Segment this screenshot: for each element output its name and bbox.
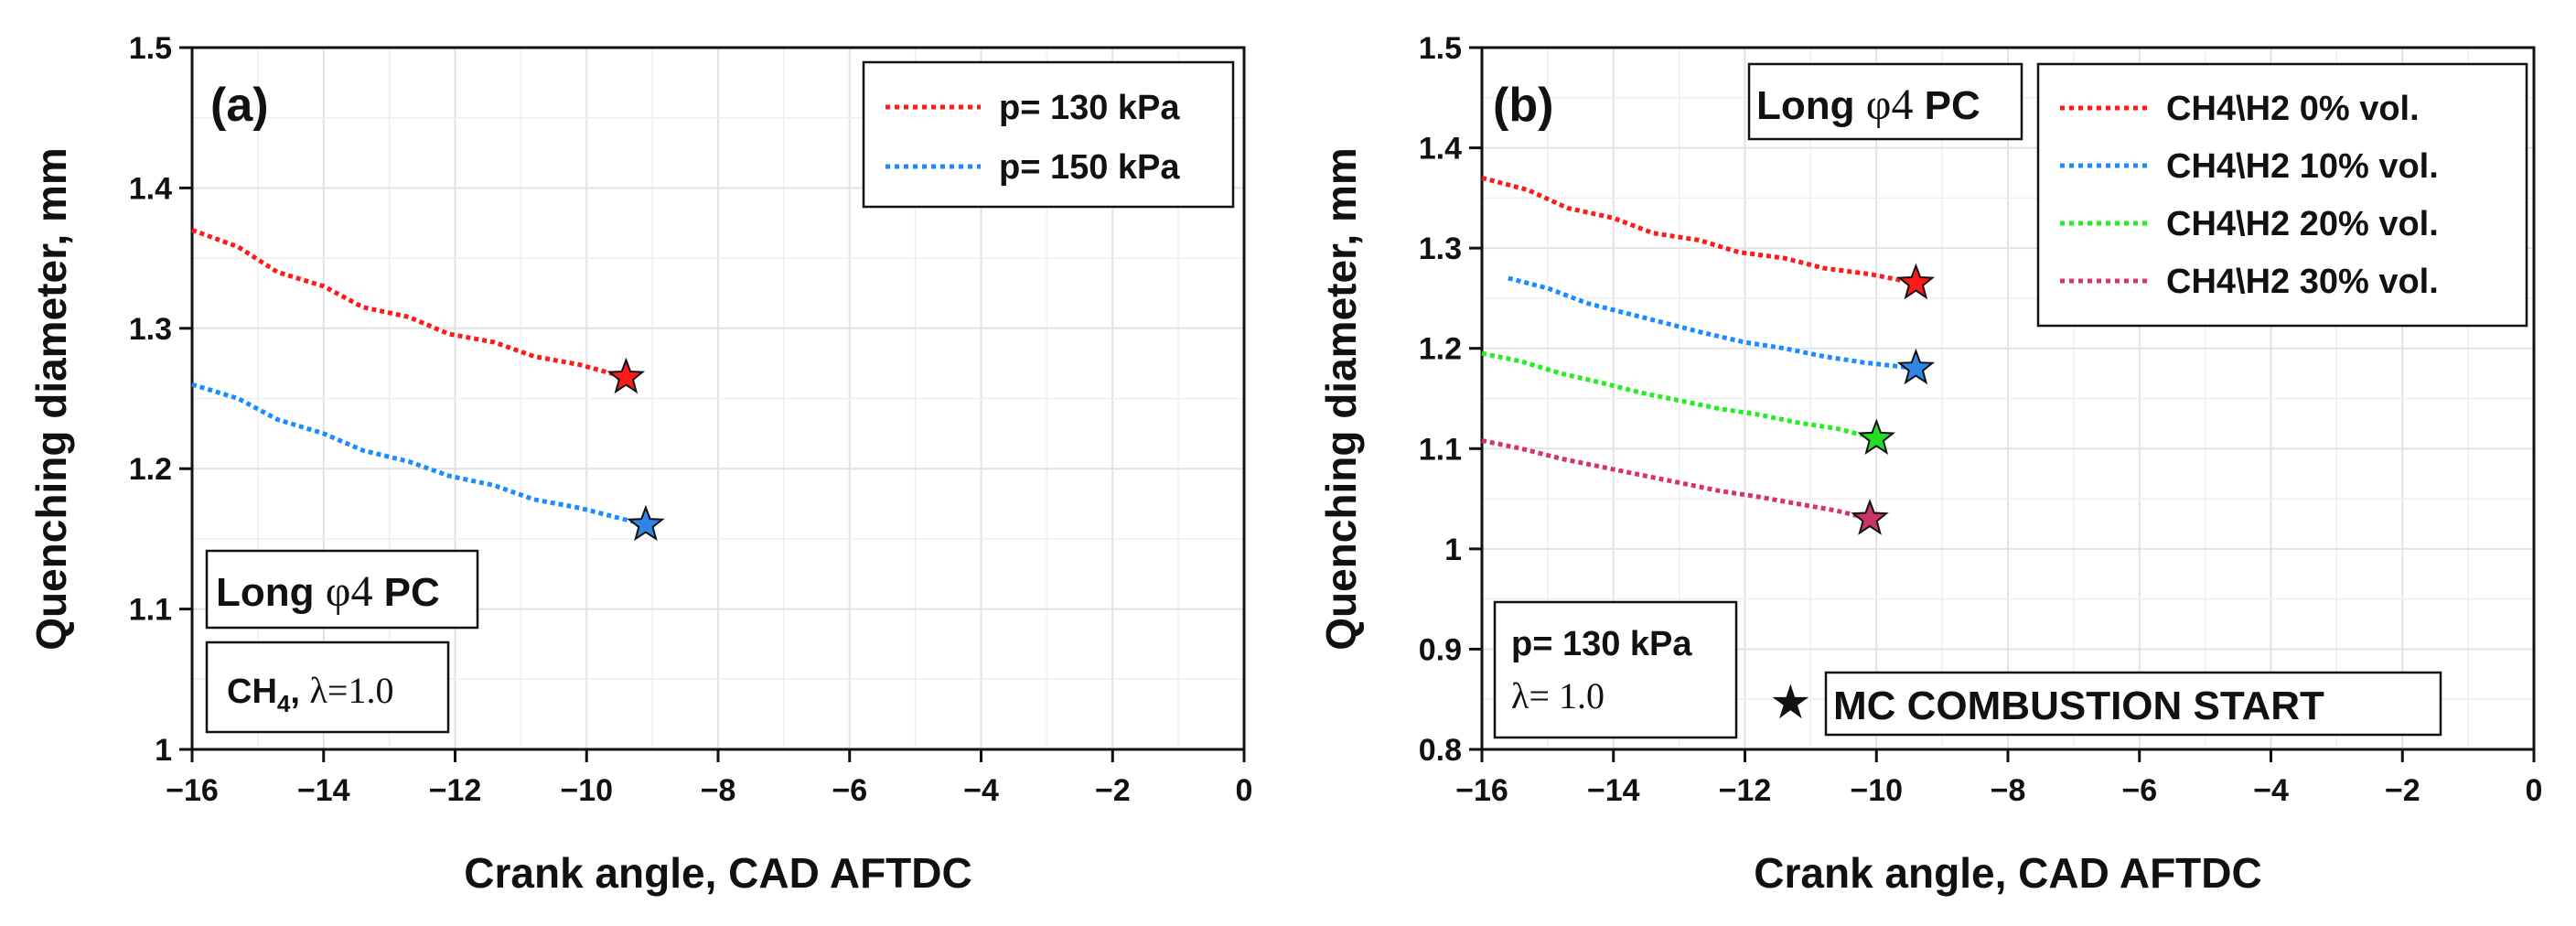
series-line-b-3 <box>1481 438 1871 522</box>
x-tick-label-b: −6 <box>2121 773 2157 808</box>
x-tick-label-a: −12 <box>429 773 482 808</box>
start-marker-b-0 <box>1896 263 1936 300</box>
star-icon: ★ <box>1769 675 1812 730</box>
x-tick-label-a: −6 <box>832 773 867 808</box>
marker-note-text-b: MC COMBUSTION START <box>1833 684 2324 728</box>
legend-label-b-0: CH4\H2 0% vol. <box>2166 90 2420 128</box>
name-box-a: Long φ4 PC <box>205 549 479 630</box>
legend-a: p= 130 kPa p= 150 kPa <box>862 60 1235 209</box>
ticks-a: −16 −14 −12 −10 −8 −6 −4 −2 0 1 1.1 1.2 1.3 1.4 1.5 <box>129 31 1253 808</box>
x-tick-label-a: −14 <box>297 773 350 808</box>
marker-note-frame-b <box>1824 671 2442 737</box>
name-box-frame-a <box>205 549 479 630</box>
series-line-a-0 <box>191 228 628 380</box>
name-box-text-a: Long φ4 PC <box>216 567 440 616</box>
y-tick-label-b: 1 <box>1444 533 1462 567</box>
conditions-box-a: CH4, λ=1.0 <box>205 641 450 734</box>
x-tick-label-a: −4 <box>963 773 999 808</box>
legend-label-b-1: CH4\H2 10% vol. <box>2166 147 2439 186</box>
conditions-box-b: p= 130 kPa λ= 1.0 <box>1493 600 1738 739</box>
ticks-b: −16 −14 −12 −10 −8 −6 −4 −2 0 0.8 0.9 1 1.1 1.2 1.3 1.4… <box>1419 31 2543 808</box>
y-tick-label-a: 1.5 <box>129 31 172 66</box>
x-tick-label-b: −4 <box>2253 773 2289 808</box>
x-tick-label-b: −12 <box>1719 773 1772 808</box>
legend-b: CH4\H2 0% vol. CH4\H2 10% vol. CH4\H2 20… <box>2036 62 2528 328</box>
y-tick-label-b: 1.4 <box>1419 132 1462 167</box>
x-axis-label-a: Crank angle, CAD AFTDC <box>464 849 971 897</box>
legend-box-a <box>862 60 1235 209</box>
name-box-frame-b <box>1747 62 2023 141</box>
y-tick-label-b: 0.9 <box>1419 632 1462 667</box>
name-box-prefix-b: Long <box>1756 83 1866 128</box>
series-line-b-2 <box>1481 350 1877 441</box>
lambda-label-b: λ= 1.0 <box>1511 675 1605 716</box>
series-a <box>191 228 665 542</box>
start-marker-a-1 <box>627 504 665 542</box>
y-tick-label-a: 1.3 <box>129 312 172 347</box>
conditions-box-frame-b <box>1493 600 1738 739</box>
series-b <box>1481 175 1936 535</box>
series-line-b-0 <box>1481 175 1916 285</box>
y-axis-label-b: Quenching diameter, mm <box>1317 147 1365 651</box>
pressure-label-b: p= 130 kPa <box>1511 625 1692 663</box>
series-line-a-1 <box>191 382 647 528</box>
fuel-separator-a: , <box>290 673 309 711</box>
name-box-symbol-a: φ4 <box>326 567 373 616</box>
y-tick-label-a: 1.2 <box>129 452 172 487</box>
y-tick-label-b: 1.1 <box>1419 432 1462 467</box>
panel-a: −16 −14 −12 −10 −8 −6 −4 −2 0 1 1.1 1.2 1.3 1.4 1.5 (a… <box>27 31 1252 897</box>
name-box-prefix-a: Long <box>216 570 326 615</box>
y-tick-label-b: 0.8 <box>1419 733 1462 768</box>
start-marker-b-2 <box>1857 418 1896 456</box>
y-tick-label-b: 1.5 <box>1419 31 1462 66</box>
x-tick-label-a: −8 <box>701 773 736 808</box>
x-axis-label-b: Crank angle, CAD AFTDC <box>1754 849 2261 897</box>
start-marker-b-3 <box>1851 499 1889 535</box>
x-tick-label-b: −14 <box>1587 773 1640 808</box>
panel-label-b: (b) <box>1493 79 1553 132</box>
x-tick-label-a: −10 <box>560 773 613 808</box>
name-box-symbol-b: φ4 <box>1866 81 1914 129</box>
x-tick-label-b: 0 <box>2526 773 2543 808</box>
series-line-b-1 <box>1508 275 1916 371</box>
x-tick-label-a: −2 <box>1095 773 1131 808</box>
x-tick-label-a: −16 <box>166 773 219 808</box>
legend-label-b-2: CH4\H2 20% vol. <box>2166 205 2439 243</box>
x-tick-label-a: 0 <box>1236 773 1253 808</box>
y-tick-label-b: 1.3 <box>1419 232 1462 266</box>
start-marker-b-1 <box>1896 348 1936 385</box>
lambda-label-a: λ=1.0 <box>309 670 393 711</box>
marker-note-b: ★ MC COMBUSTION START <box>1769 671 2442 737</box>
name-box-text-b: Long φ4 PC <box>1756 81 1980 129</box>
conditions-text-a: CH4, λ=1.0 <box>227 670 393 717</box>
y-tick-label-b: 1.2 <box>1419 332 1462 367</box>
x-tick-label-b: −8 <box>1991 773 2026 808</box>
y-tick-label-a: 1.1 <box>129 593 172 628</box>
x-tick-label-b: −16 <box>1455 773 1508 808</box>
legend-label-a-1: p= 150 kPa <box>999 148 1180 187</box>
y-tick-label-a: 1 <box>155 733 172 768</box>
name-box-suffix-a: PC <box>372 570 439 615</box>
legend-label-a-0: p= 130 kPa <box>999 89 1180 127</box>
name-box-b: Long φ4 PC <box>1747 62 2023 141</box>
start-marker-a-0 <box>606 357 646 394</box>
legend-label-b-3: CH4\H2 30% vol. <box>2166 263 2439 301</box>
y-axis-label-a: Quenching diameter, mm <box>27 147 75 651</box>
fuel-label-a: CH <box>227 673 277 711</box>
panel-b: −16 −14 −12 −10 −8 −6 −4 −2 0 0.8 0.9 1 1.1 1.2 1.3 1.4… <box>1317 31 2542 897</box>
name-box-suffix-b: PC <box>1913 83 1980 128</box>
x-tick-label-b: −10 <box>1850 773 1903 808</box>
y-tick-label-a: 1.4 <box>129 171 172 206</box>
fuel-subscript-a: 4 <box>277 690 291 717</box>
panel-label-a: (a) <box>210 79 269 132</box>
conditions-box-frame-a <box>205 641 450 734</box>
x-tick-label-b: −2 <box>2385 773 2420 808</box>
